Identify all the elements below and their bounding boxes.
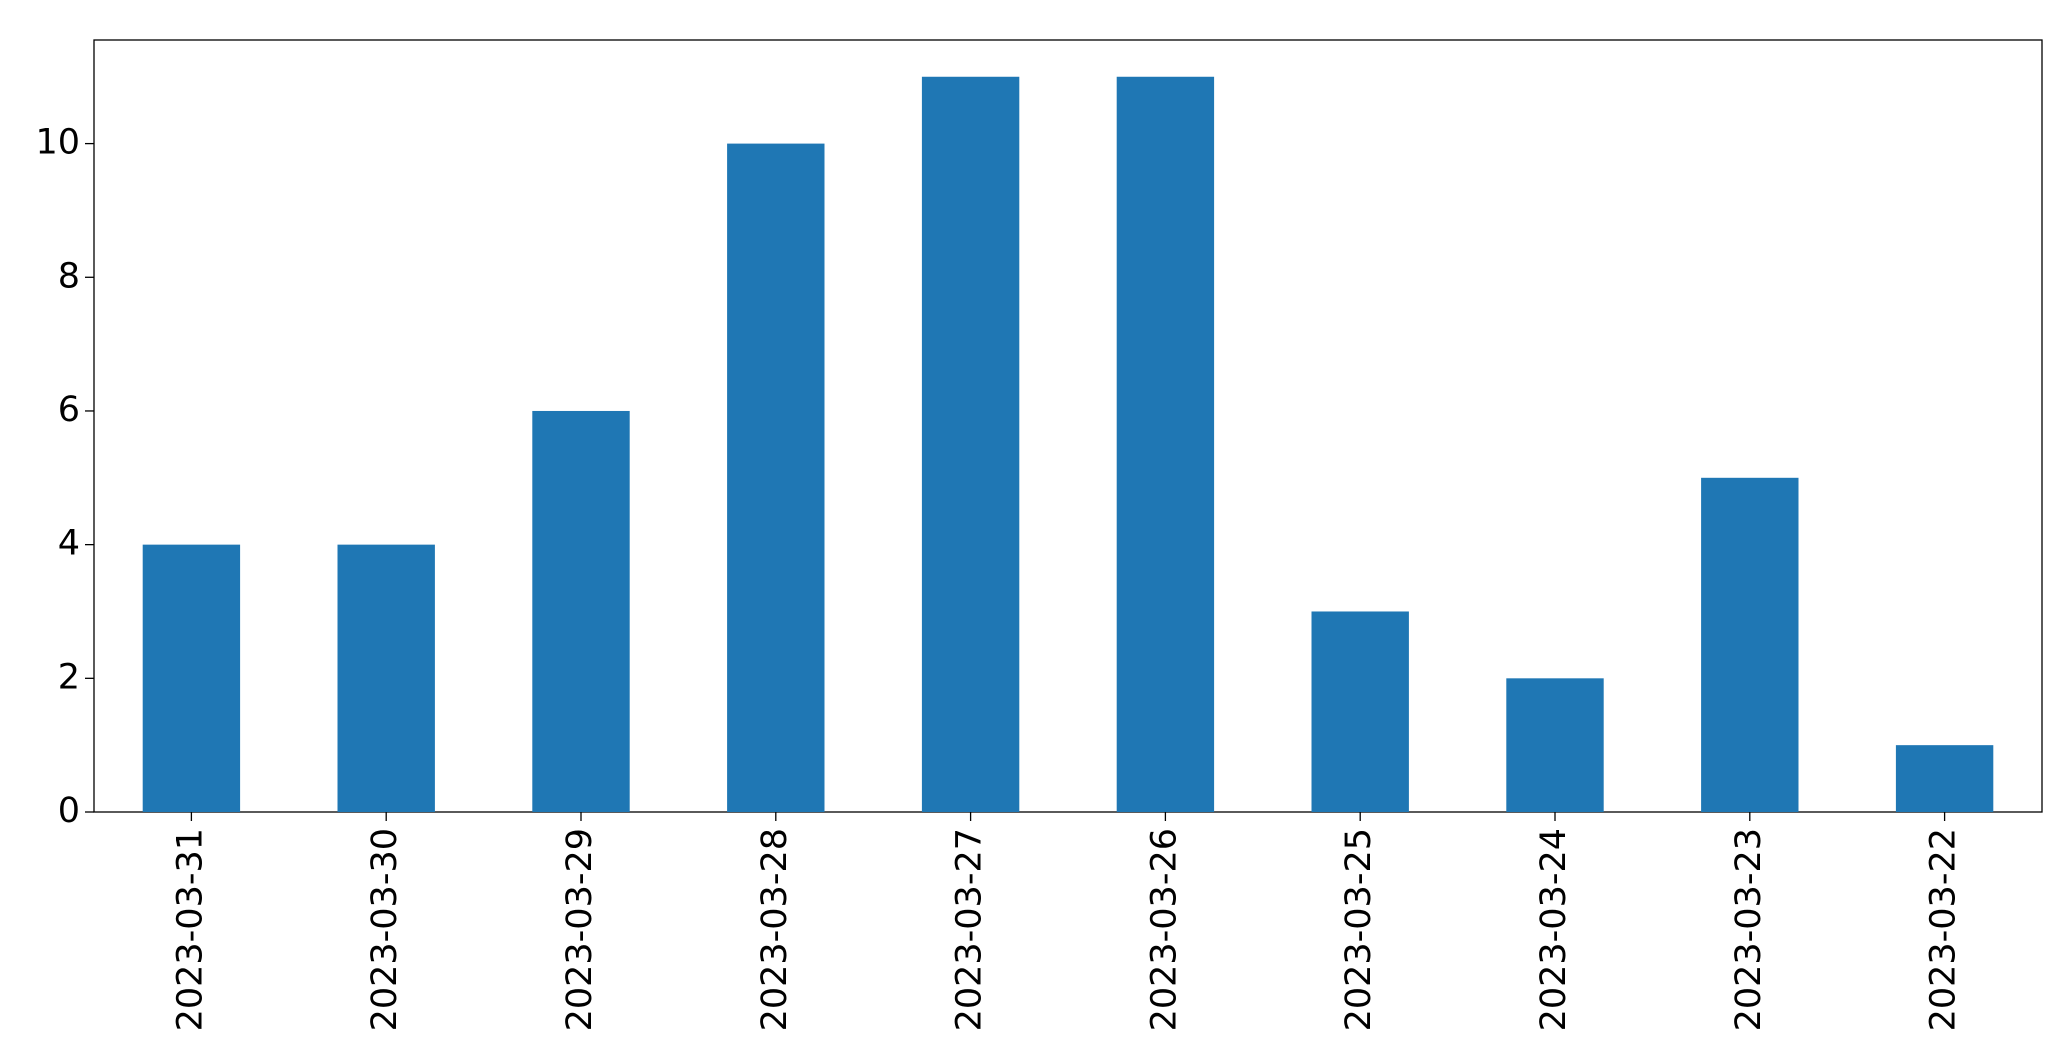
x-tick-label: 2023-03-25	[1339, 828, 1379, 1031]
y-tick-label: 6	[58, 390, 80, 430]
y-tick-label: 4	[58, 524, 80, 564]
plot-frame	[93, 39, 2043, 813]
bar	[1311, 611, 1409, 812]
bar	[1116, 76, 1215, 812]
x-tick-label: 2023-03-30	[365, 828, 405, 1031]
x-tick-label: 2023-03-29	[560, 828, 600, 1031]
bar	[337, 544, 435, 812]
bar	[1895, 745, 1994, 812]
x-tick-label: 2023-03-24	[1534, 828, 1574, 1031]
bar	[142, 544, 241, 812]
x-tick-label: 2023-03-23	[1729, 828, 1769, 1031]
x-tick-label: 2023-03-26	[1144, 828, 1184, 1031]
y-tick-label: 10	[35, 123, 80, 163]
x-tick-label: 2023-03-22	[1924, 828, 1964, 1031]
x-tick-label: 2023-03-27	[950, 828, 990, 1031]
y-tick-label: 0	[58, 791, 80, 831]
bar	[1701, 477, 1799, 812]
x-tick-label: 2023-03-28	[755, 828, 795, 1031]
bar	[1506, 678, 1604, 812]
bar	[532, 410, 630, 812]
y-tick-label: 8	[58, 256, 80, 296]
y-tick-label: 2	[58, 657, 80, 697]
bar	[727, 143, 825, 812]
x-tick-label: 2023-03-31	[170, 828, 210, 1031]
bar	[921, 76, 1020, 812]
